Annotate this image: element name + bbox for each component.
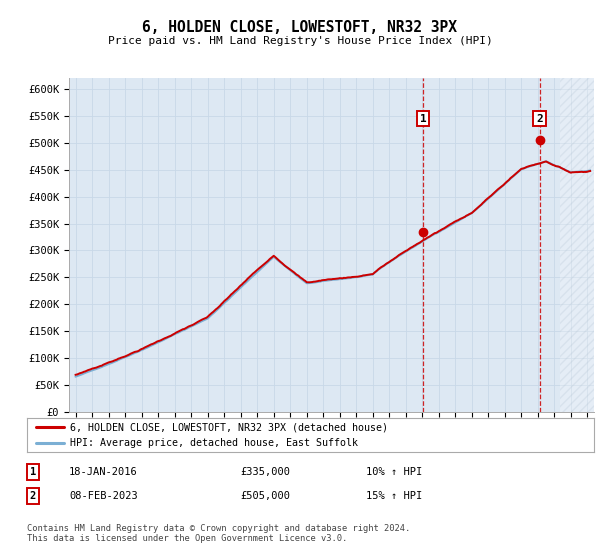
- Text: 18-JAN-2016: 18-JAN-2016: [69, 467, 138, 477]
- Text: £335,000: £335,000: [240, 467, 290, 477]
- Text: 10% ↑ HPI: 10% ↑ HPI: [366, 467, 422, 477]
- Text: 2: 2: [30, 491, 36, 501]
- Text: 2: 2: [536, 114, 543, 124]
- Text: 6, HOLDEN CLOSE, LOWESTOFT, NR32 3PX (detached house): 6, HOLDEN CLOSE, LOWESTOFT, NR32 3PX (de…: [70, 422, 388, 432]
- Text: 1: 1: [420, 114, 427, 124]
- Text: 6, HOLDEN CLOSE, LOWESTOFT, NR32 3PX: 6, HOLDEN CLOSE, LOWESTOFT, NR32 3PX: [143, 20, 458, 35]
- Bar: [560, 62, 596, 412]
- Text: 1: 1: [30, 467, 36, 477]
- Text: Price paid vs. HM Land Registry's House Price Index (HPI): Price paid vs. HM Land Registry's House …: [107, 36, 493, 46]
- Text: £505,000: £505,000: [240, 491, 290, 501]
- Text: Contains HM Land Registry data © Crown copyright and database right 2024.
This d: Contains HM Land Registry data © Crown c…: [27, 524, 410, 543]
- Text: 15% ↑ HPI: 15% ↑ HPI: [366, 491, 422, 501]
- Text: 08-FEB-2023: 08-FEB-2023: [69, 491, 138, 501]
- Text: HPI: Average price, detached house, East Suffolk: HPI: Average price, detached house, East…: [70, 438, 358, 448]
